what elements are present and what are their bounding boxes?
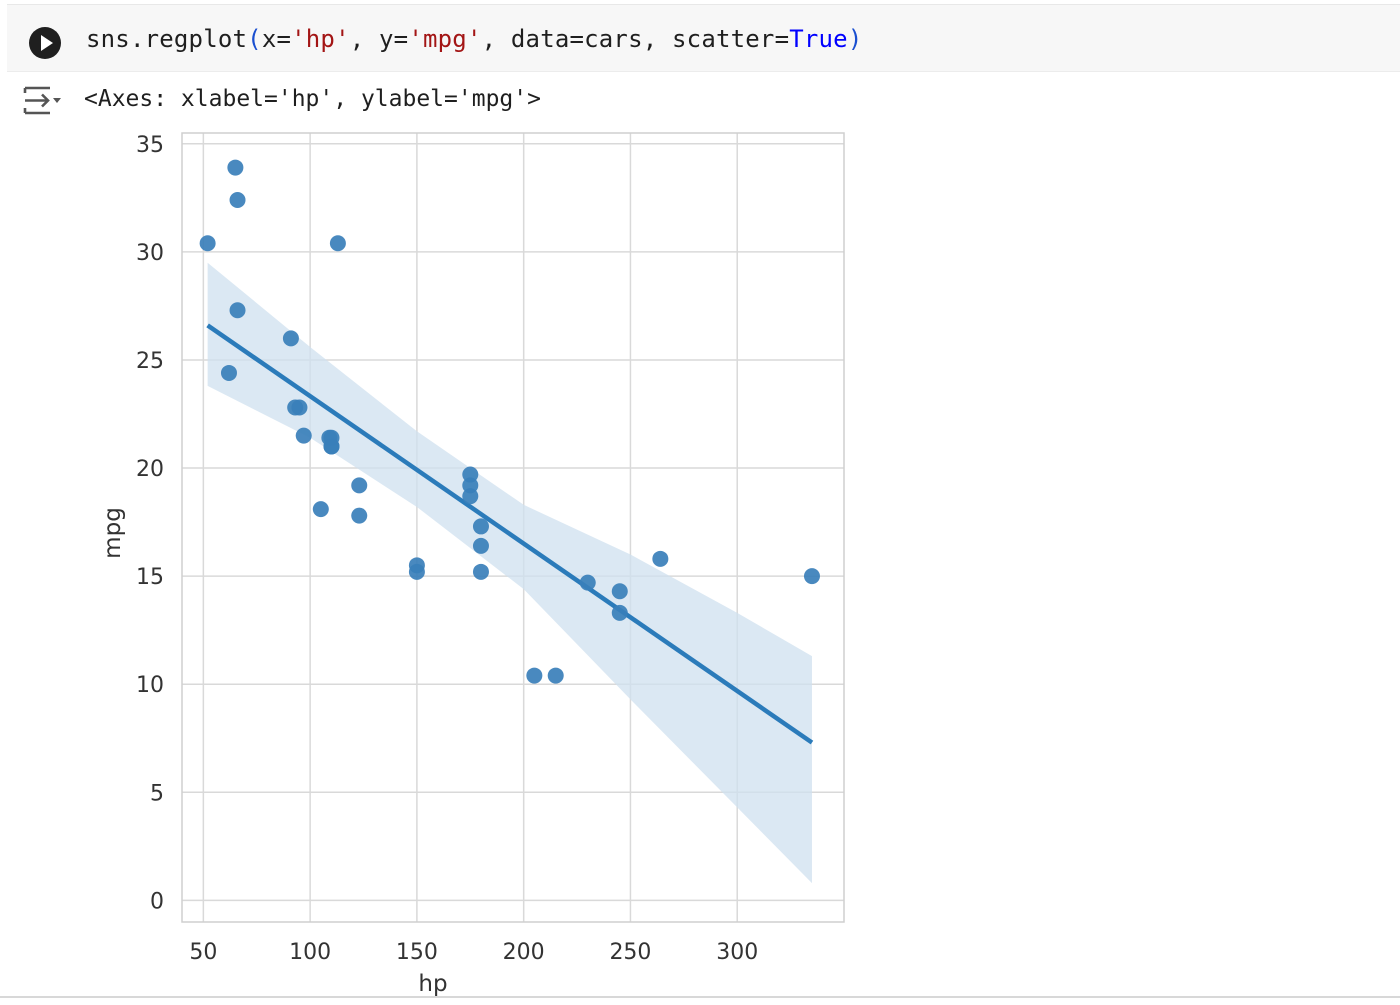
scatter-point [220,364,237,381]
scatter-point [227,159,244,176]
y-tick-label: 35 [136,133,164,158]
regression-line-layer [206,323,814,745]
scatter-point [526,667,543,684]
scatter-point [547,667,564,684]
plot-frame [181,132,845,923]
x-tick-label: 250 [609,940,651,965]
scatter-point [462,466,479,483]
scatter-point [472,537,489,554]
x-tick-label: 100 [289,940,331,965]
run-cell-button[interactable] [27,25,63,61]
x-tick-label: 200 [503,940,545,965]
y-tick-label: 10 [136,673,164,698]
scatter-point [199,235,216,252]
scatter-point [611,604,628,621]
scatter-point [229,192,246,209]
output-collapse-icon[interactable] [22,86,62,116]
cell-output-text: <Axes: xlabel='hp', ylabel='mpg'> [84,86,541,112]
scatter-point [291,399,308,416]
x-tick-label: 50 [189,940,217,965]
code-token: sns.regplot [86,25,248,53]
scatter-point [323,438,340,455]
scatter-point [229,302,246,319]
code-token: 'hp' [291,25,350,53]
y-tick-label: 25 [136,349,164,374]
code-token: True [789,25,848,53]
scatter-point [408,563,425,580]
scatter-point [803,568,820,585]
scatter-point [312,501,329,518]
y-tick-label: 15 [136,565,164,590]
confidence-band-layer [207,262,812,884]
scatter-point [579,574,596,591]
x-tick-labels: 50 100 150 200 250 300 [189,940,758,965]
scatter-point [472,518,489,535]
confidence-band [207,262,812,884]
x-tick-label: 150 [396,940,438,965]
scatter-point [329,235,346,252]
code-token: , y= [349,25,409,53]
y-tick-label: 20 [136,457,164,482]
scatter-point [472,563,489,580]
scatter-points-layer [199,159,820,684]
scatter-point [295,427,312,444]
code-cell-input[interactable]: sns.regplot(x='hp', y='mpg', data=cars, … [7,4,1400,72]
y-tick-label: 0 [150,889,164,914]
code-token: 'mpg' [408,25,482,53]
x-tick-label: 300 [716,940,758,965]
y-tick-label: 5 [150,781,164,806]
y-tick-label: 30 [136,241,164,266]
code-token: ) [847,25,863,53]
scatter-point [652,550,669,567]
code-token: ( [247,25,262,53]
y-axis-label: mpg [100,507,126,559]
cell-divider [0,996,1400,998]
scatter-point [351,477,368,494]
scatter-point [611,583,628,600]
scatter-point [282,330,299,347]
y-tick-labels: 0 5 10 15 20 25 30 35 [136,133,164,915]
x-axis-label: hp [418,971,447,997]
scatter-point [351,507,368,524]
code-token: , data=cars, scatter= [481,25,790,53]
regression-line [206,323,814,745]
code-token: x= [261,25,292,53]
code-line[interactable]: sns.regplot(x='hp', y='mpg', data=cars, … [86,22,863,56]
